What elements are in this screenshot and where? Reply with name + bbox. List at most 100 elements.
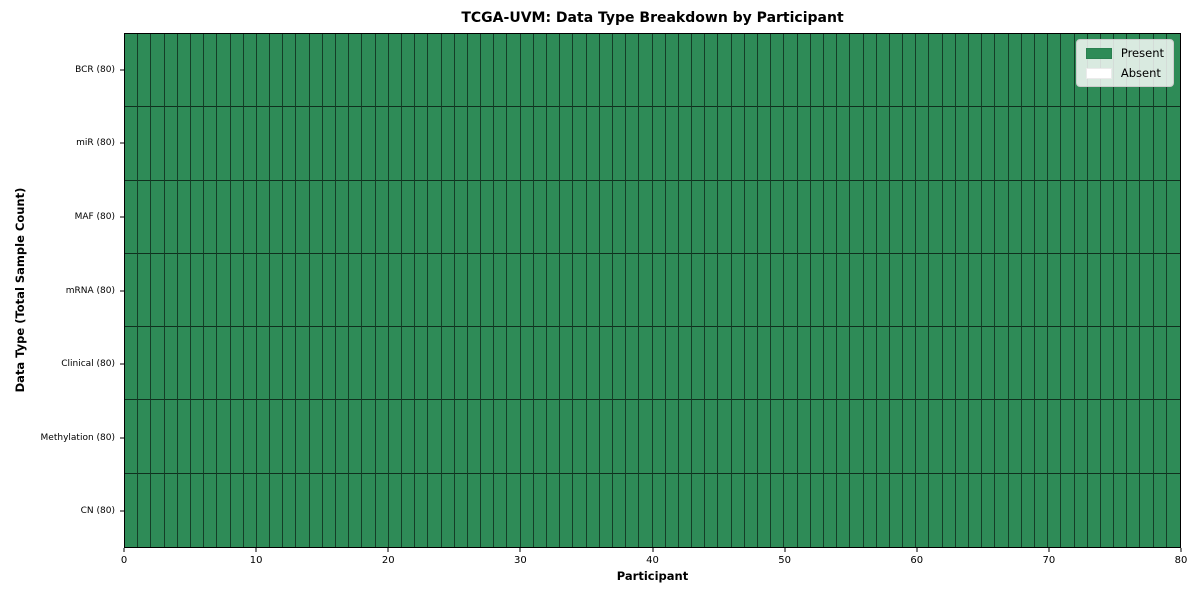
- heatmap-cell: [125, 473, 139, 547]
- heatmap-cell: [190, 34, 205, 108]
- heatmap-cell: [415, 327, 429, 401]
- heatmap-cell: [138, 473, 152, 547]
- heatmap-cell: [441, 327, 455, 401]
- heatmap-cell: [744, 180, 758, 254]
- heatmap-cell: [428, 107, 442, 181]
- heatmap-cell: [863, 400, 877, 474]
- heatmap-cell: [507, 253, 521, 328]
- heatmap-cell: [560, 327, 574, 401]
- heatmap-cell: [520, 253, 534, 328]
- heatmap-cell: [1114, 180, 1128, 254]
- heatmap-cell: [810, 253, 824, 328]
- heatmap-cell: [230, 107, 244, 181]
- heatmap-cell: [243, 400, 257, 474]
- heatmap-cell: [1140, 400, 1154, 474]
- heatmap-cell: [230, 327, 244, 401]
- heatmap-cell: [336, 34, 350, 108]
- heatmap-cell: [1153, 327, 1167, 401]
- heatmap-cell: [850, 253, 864, 328]
- heatmap-cell: [1166, 253, 1180, 328]
- heatmap-cell: [903, 400, 917, 474]
- heatmap-cell: [349, 34, 363, 108]
- heatmap-cell: [652, 327, 666, 401]
- heatmap-cell: [454, 473, 468, 547]
- heatmap-cell: [586, 107, 600, 181]
- heatmap-cell: [217, 34, 231, 108]
- heatmap-cell: [1074, 327, 1088, 401]
- heatmap-cell: [744, 253, 758, 328]
- heatmap-cell: [230, 180, 244, 254]
- heatmap-cell: [322, 400, 336, 474]
- heatmap-cell: [204, 253, 218, 328]
- heatmap-cell: [441, 400, 455, 474]
- heatmap-cell: [151, 34, 165, 108]
- heatmap-cell: [586, 473, 600, 547]
- heatmap-cell: [467, 180, 482, 254]
- heatmap-cell: [837, 253, 851, 328]
- heatmap-cell: [850, 327, 864, 401]
- heatmap-cell: [612, 180, 627, 254]
- heatmap-cell: [692, 327, 706, 401]
- heatmap-cell: [296, 34, 310, 108]
- heatmap-cell: [375, 180, 389, 254]
- heatmap-cell: [533, 107, 547, 181]
- heatmap-cell: [362, 34, 376, 108]
- heatmap-cell: [652, 180, 666, 254]
- heatmap-cell: [1048, 400, 1062, 474]
- heatmap-cell: [362, 473, 376, 547]
- heatmap-cell: [903, 473, 917, 547]
- heatmap-cell: [428, 473, 442, 547]
- heatmap-cell: [837, 473, 851, 547]
- heatmap-cell: [1048, 107, 1062, 181]
- heatmap-cell: [336, 253, 350, 328]
- heatmap-cell: [903, 107, 917, 181]
- heatmap-cell: [823, 180, 838, 254]
- heatmap-cell: [283, 327, 297, 401]
- heatmap-cell: [547, 34, 561, 108]
- heatmap-cell: [850, 180, 864, 254]
- y-tick-label: Methylation (80): [40, 432, 115, 443]
- heatmap-cell: [190, 253, 205, 328]
- heatmap-cell: [547, 253, 561, 328]
- x-axis-ticks: 0 10 20 30 40 50 60 70 80: [121, 548, 1187, 574]
- heatmap-cell: [125, 34, 139, 108]
- heatmap-cell: [678, 473, 693, 547]
- heatmap-cell: [626, 34, 640, 108]
- heatmap-cell: [850, 473, 864, 547]
- heatmap-cell: [969, 107, 983, 181]
- heatmap-cell: [929, 253, 943, 328]
- heatmap-cell: [1048, 34, 1062, 108]
- heatmap-cell: [586, 34, 600, 108]
- heatmap-cell: [903, 327, 917, 401]
- x-tick-mark: [1048, 548, 1050, 552]
- x-tick-label: 70: [1042, 555, 1056, 566]
- heatmap-cell: [336, 400, 350, 474]
- heatmap-cell: [758, 327, 772, 401]
- heatmap-cell: [494, 400, 508, 474]
- heatmap-cell: [586, 180, 600, 254]
- heatmap-cell: [692, 473, 706, 547]
- heatmap-cell: [665, 107, 679, 181]
- heatmap-cell: [125, 107, 139, 181]
- heatmap-cell: [388, 107, 402, 181]
- heatmap-cell: [1087, 473, 1101, 547]
- heatmap-cell: [164, 473, 178, 547]
- heatmap-cell: [705, 34, 719, 108]
- heatmap-cell: [349, 327, 363, 401]
- heatmap-cell: [903, 253, 917, 328]
- heatmap-cell: [177, 34, 191, 108]
- heatmap-cell: [599, 327, 613, 401]
- heatmap-cell: [467, 107, 482, 181]
- heatmap-cell: [784, 327, 798, 401]
- heatmap-cell: [929, 180, 943, 254]
- heatmap-cell: [810, 473, 824, 547]
- heatmap-cell: [560, 107, 574, 181]
- heatmap-cell: [296, 180, 310, 254]
- heatmap-cell: [837, 107, 851, 181]
- heatmap-cell: [863, 473, 877, 547]
- heatmap-cell: [217, 253, 231, 328]
- heatmap-cell: [1074, 253, 1088, 328]
- heatmap-cell: [1034, 400, 1049, 474]
- heatmap-cell: [507, 180, 521, 254]
- heatmap-cell: [678, 253, 693, 328]
